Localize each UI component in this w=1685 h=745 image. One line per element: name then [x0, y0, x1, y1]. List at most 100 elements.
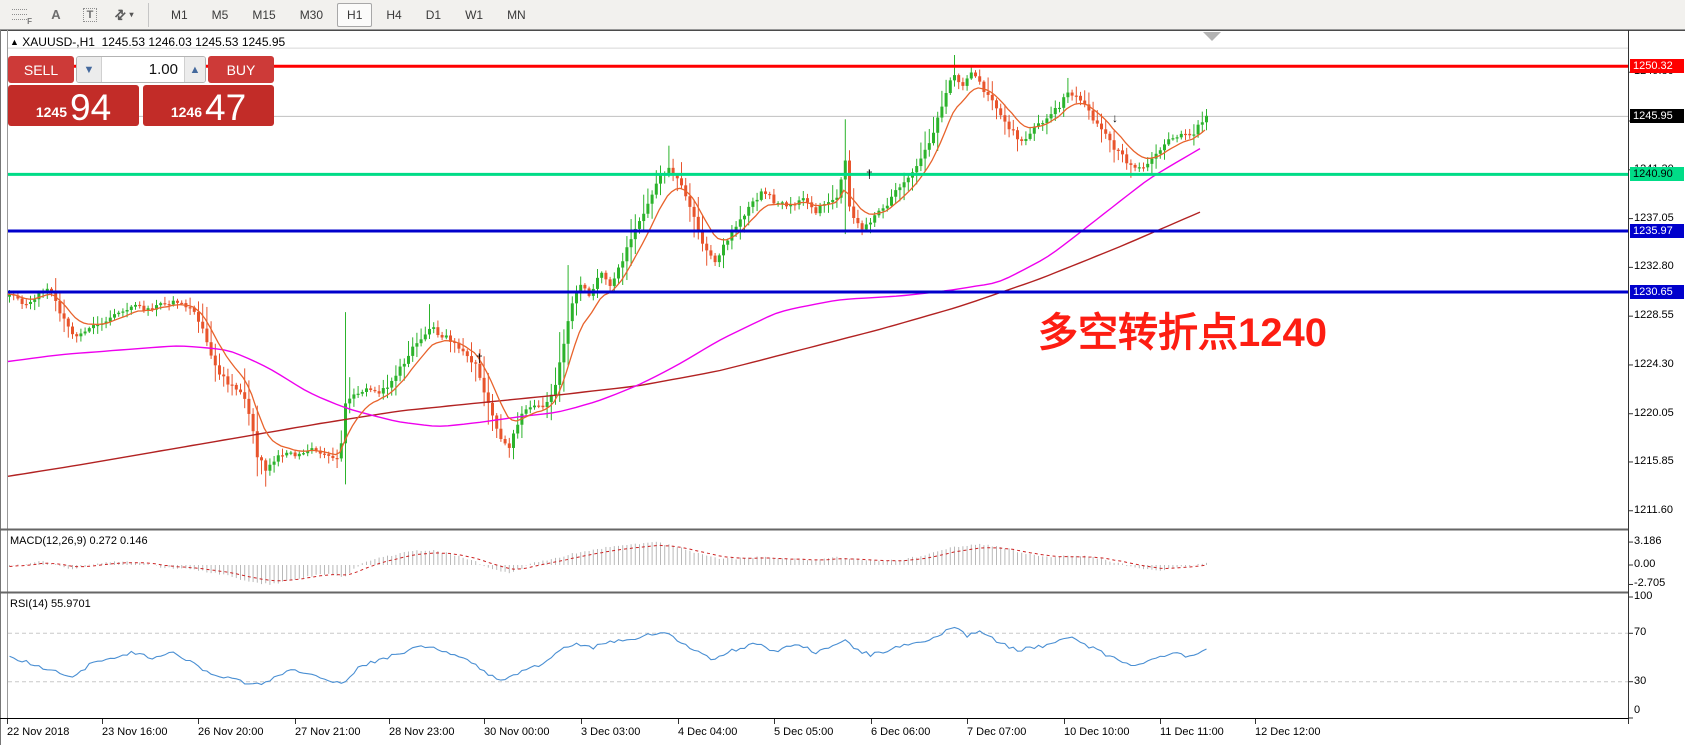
candle-up	[1024, 138, 1028, 142]
price-level-badge: 1230.65	[1630, 285, 1684, 300]
chart-object-marker[interactable]: †	[866, 167, 873, 181]
cursor-mode-icon[interactable]: ⇄ ▾	[110, 4, 136, 26]
candle-down	[205, 328, 209, 343]
candle-up	[423, 334, 427, 340]
candle-up	[835, 197, 839, 200]
price-level-badge: 1235.97	[1630, 223, 1684, 238]
candle-down	[377, 391, 381, 394]
candle-down	[180, 302, 184, 305]
candle-down	[1011, 129, 1015, 131]
candle-down	[848, 160, 851, 207]
price-axis-tick: 1232.80	[1634, 260, 1674, 273]
candle-down	[1116, 149, 1120, 151]
volume-input[interactable]	[102, 57, 184, 82]
volume-decrease-button[interactable]: ▼	[77, 57, 102, 82]
letter-a-icon: A	[51, 7, 61, 22]
candle-up	[953, 75, 956, 81]
candle-down	[713, 255, 717, 263]
time-axis-tick: 28 Nov 23:00	[389, 726, 455, 738]
candle-down	[503, 439, 507, 444]
timeframe-button-m15[interactable]: M15	[252, 7, 276, 22]
candle-up	[45, 288, 49, 292]
sell-button[interactable]: SELL	[8, 56, 74, 83]
chart-object-marker[interactable]: ↓	[1112, 111, 1118, 125]
rsi-label: RSI(14) 55.9701	[10, 598, 91, 610]
macd-indicator	[9, 541, 1207, 585]
sell-price-display[interactable]: 1245 94	[8, 85, 139, 126]
timeframe-button-w1[interactable]: W1	[465, 7, 484, 22]
price-axis-tick: 1237.05	[1634, 211, 1674, 224]
candle-up	[629, 239, 633, 248]
candle-down	[440, 335, 444, 338]
candle-down	[66, 318, 70, 327]
insert-arrow-text-icon[interactable]: A	[44, 4, 68, 26]
timeframe-button-m1[interactable]: M1	[171, 7, 188, 22]
timeframe-button-m30[interactable]: M30	[299, 7, 324, 22]
candle-up	[646, 203, 650, 214]
candle-down	[478, 363, 482, 378]
candle-down	[474, 362, 478, 364]
price-axis-tick: 1211.60	[1634, 503, 1673, 516]
candle-up	[738, 219, 742, 227]
moving-average	[7, 211, 1201, 477]
candle-up	[134, 304, 137, 307]
candle-up	[1171, 138, 1175, 140]
candle-up	[1196, 124, 1200, 135]
chart-object-marker[interactable]: †	[476, 351, 483, 365]
chart-properties-icon[interactable]: F	[10, 4, 34, 26]
candle-up	[533, 405, 536, 408]
buy-button[interactable]: BUY	[208, 56, 274, 83]
candle-up	[600, 272, 604, 278]
timeframe-button-h1[interactable]: H1	[337, 2, 373, 27]
buy-price-display[interactable]: 1246 47	[143, 85, 274, 126]
candle-up	[1041, 123, 1045, 125]
insert-text-label-icon[interactable]: T	[78, 4, 102, 26]
candle-up	[839, 179, 843, 198]
candle-up	[83, 331, 87, 334]
candle-up	[612, 278, 616, 286]
timeframe-button-d1[interactable]: D1	[425, 7, 442, 22]
candle-up	[562, 343, 566, 363]
timeframe-button-h4[interactable]: H4	[386, 7, 402, 22]
candle-up	[881, 208, 885, 211]
panel-toggle-icon[interactable]: ▲	[10, 37, 19, 47]
candle-up	[1200, 122, 1204, 125]
candle-up	[780, 202, 784, 204]
candle-up	[554, 384, 557, 395]
buy-price-handle: 1246	[170, 104, 202, 120]
candle-down	[482, 377, 486, 393]
candle-up	[898, 187, 902, 191]
timeframe-button-mn[interactable]: MN	[507, 7, 526, 22]
price-axis-tick: 1224.30	[1634, 357, 1674, 370]
candle-down	[1087, 104, 1091, 111]
candle-down	[583, 284, 587, 289]
candle-up	[1032, 126, 1036, 134]
candle-up	[919, 158, 923, 167]
time-axis-tick: 27 Nov 21:00	[295, 726, 361, 738]
candle-down	[138, 304, 142, 307]
candle-down	[192, 307, 196, 312]
candle-down	[226, 376, 230, 385]
candle-down	[537, 405, 541, 407]
candle-up	[625, 247, 629, 262]
candle-up	[789, 204, 793, 207]
timeframe-button-m5[interactable]: M5	[211, 7, 229, 22]
candle-up	[1158, 150, 1162, 154]
timeframe-buttons: M1 M5 M15 M30 H1 H4 D1 W1 MN	[159, 2, 538, 27]
chart-dropdown-marker[interactable]	[1203, 32, 1221, 41]
candle-up	[1175, 137, 1179, 139]
candle-down	[1091, 110, 1095, 121]
volume-increase-button[interactable]: ▲	[184, 57, 205, 82]
candle-up	[1066, 92, 1070, 98]
sell-price-pips: 94	[70, 86, 112, 128]
price-level-badge: 1240.90	[1630, 167, 1684, 182]
candle-up	[352, 394, 356, 399]
candle-up	[444, 335, 448, 338]
candle-down	[260, 457, 263, 461]
candle-up	[87, 328, 91, 332]
candle-up	[890, 196, 893, 206]
candle-down	[604, 272, 608, 280]
candle-up	[869, 222, 872, 225]
candle-down	[1184, 133, 1187, 136]
